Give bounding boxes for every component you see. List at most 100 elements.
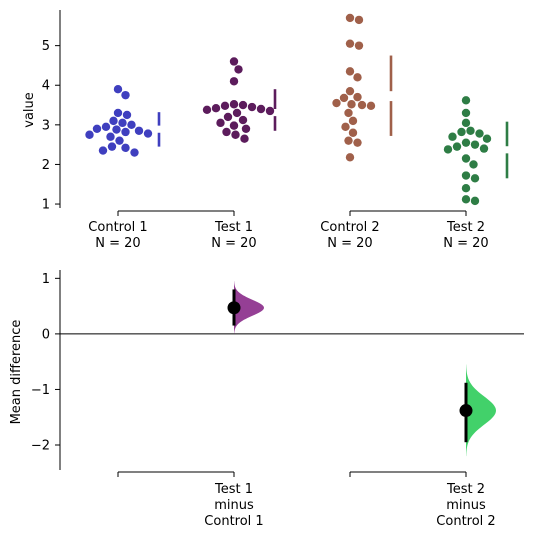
swarm-point [247,102,257,112]
swarm-point [354,15,364,25]
swarm-point [238,100,248,110]
swarm-point [345,67,355,76]
swarm-point [466,126,475,135]
swarm-point [256,104,266,114]
swarm-point [121,127,130,137]
swarm-point [461,184,471,193]
swarm-point [231,130,240,139]
swarm-point [344,136,353,145]
swarm-point [461,154,471,163]
swarm-point [461,195,471,204]
swarm-point [354,41,364,50]
swarm-point [229,57,239,66]
swarm-point [353,92,362,102]
top-y-tick-label: 1 [42,198,50,213]
swarm-point [457,127,466,137]
swarm-point [113,85,123,94]
swarm-point [479,144,489,153]
swarm-point [223,112,233,122]
swarm-point [98,146,108,155]
swarm-point [452,142,462,151]
swarm-point [143,129,153,138]
bottom-category-label: Test 2 minus Control 2 [436,482,495,529]
swarm-point [115,136,124,145]
bottom-y-tick-label: −1 [31,383,50,398]
swarm-point [229,77,239,86]
swarm-point [470,174,480,183]
swarm-point [461,96,471,105]
swarm-point [345,86,355,96]
swarm-point [348,116,358,126]
top-y-tick-label: 4 [42,79,50,94]
mean-difference-panel: Mean difference −2 −1 0 1 Test 1 minus Control… [9,270,524,529]
swarm-point [121,143,130,153]
swarm-point [130,148,139,157]
swarm-point [216,118,225,128]
bottom-y-tick-label: 0 [42,327,50,342]
top-y-axis-label: value [22,92,37,128]
swarm-point [345,13,355,23]
swarm-point [241,124,251,133]
swarm-point [265,106,275,116]
bottom-y-axis-label: Mean difference [9,320,24,425]
top-y-tick-label: 2 [42,158,50,173]
swarm-point [101,122,111,132]
swarm-point [113,108,123,118]
swarm-point [341,122,350,132]
swarm-point [232,108,242,118]
swarm-point [353,138,362,147]
swarm-point [448,132,457,141]
mean-difference-point [227,301,241,315]
bottom-category-label: Test 1 minus Control 1 [204,482,263,529]
swarm-point [475,129,484,138]
swarm-point [134,126,144,135]
swarm-point [461,118,471,128]
swarm-point [112,125,121,134]
swarm-point [344,108,353,118]
swarm-point [238,115,248,125]
swarm-point [357,100,367,110]
swarm-point [234,65,243,74]
swarm-point [122,110,132,120]
bottom-y-tick-label: −2 [31,439,50,454]
swarm-point [92,124,102,133]
swarm-point [470,196,480,206]
swarm-point [220,101,230,111]
top-y-tick-label: 3 [42,118,50,133]
swarm-point [240,134,249,143]
bootstrap-distribution [466,364,496,457]
swarm-point [366,101,376,111]
swarm-point [470,140,480,149]
swarm-point [222,127,231,137]
swarm-point [353,73,362,82]
swarm-point [461,171,471,180]
swarm-point [443,145,453,154]
swarm-point [211,104,221,113]
mean-difference-point [459,404,473,418]
swarm-point [461,108,471,118]
swarm-point [202,105,212,114]
swarm-point [461,138,471,147]
swarm-point [348,128,358,137]
swarm-point [118,118,127,128]
swarm-point [121,90,130,100]
swarm-point [85,130,94,139]
swarm-point [339,93,349,103]
swarm-point [109,116,118,126]
swarm-point [107,142,117,151]
swarm-point [106,132,115,141]
swarm-point [229,121,239,130]
bootstrap-distribution [234,281,264,334]
swarm-point [229,100,239,109]
swarm-point [469,160,478,169]
swarm-point [482,134,492,143]
bottom-y-tick-label: 1 [42,272,50,287]
swarm-point [345,153,355,162]
swarm-point [127,120,136,130]
